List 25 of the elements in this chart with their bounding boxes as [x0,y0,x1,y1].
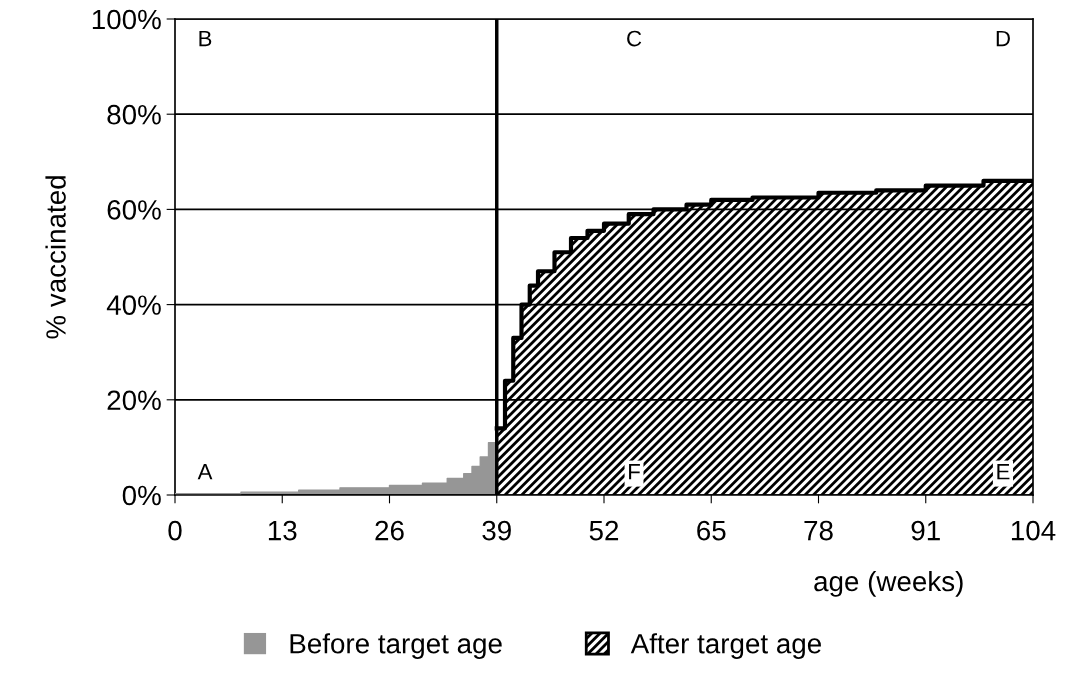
y-tick-label: 80% [107,104,161,125]
annotation: B [199,30,212,47]
y-tick-label: 100% [92,9,161,30]
annotation: C [627,30,642,47]
x-tick-label: 65 [697,520,726,541]
x-tick-label: 78 [804,520,833,541]
y-tick-label: 40% [106,295,161,315]
x-axis-title: age (weeks) [814,570,963,597]
x-tick-label: 0 [168,520,182,541]
y-tick-label: 60% [107,200,161,220]
x-tick-label: 91 [911,520,940,541]
annotation: D [996,30,1010,47]
x-tick-label: 39 [482,520,511,541]
legend-label: Before target age [290,633,502,659]
annotation: A [197,464,213,480]
annotation: E [997,464,1010,480]
legend-label: After target age [630,633,821,659]
x-tick-label: 26 [375,520,404,541]
x-tick-label: 13 [268,520,297,541]
y-tick-label: 0% [122,485,161,506]
x-tick-label: 104 [1011,520,1056,541]
annotation: F [629,464,640,480]
y-axis-title: % vaccinated [45,176,66,339]
y-tick-label: 20% [107,390,161,411]
x-tick-label: 52 [589,520,619,541]
